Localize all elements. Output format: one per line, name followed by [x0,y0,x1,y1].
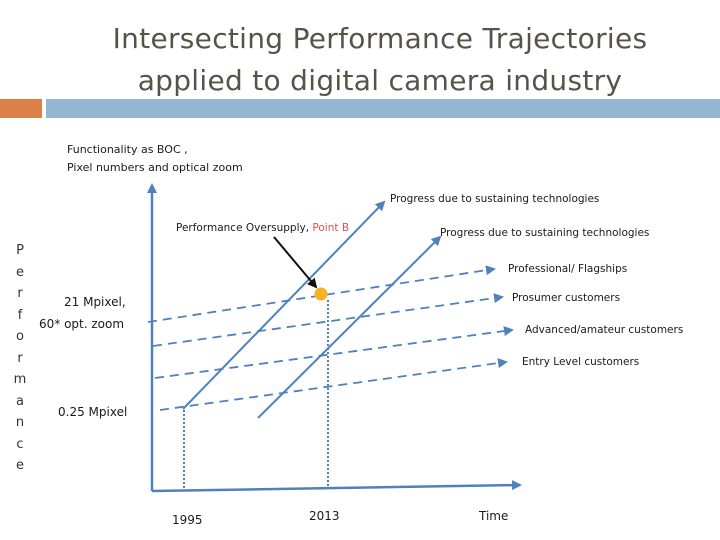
oversupply-pointer-arrow [273,236,318,289]
vertical-letter: o [16,329,24,344]
vertical-letter: a [16,393,24,409]
segment-label-prosumer: Prosumer customers [512,292,620,304]
sustaining-line-1 [182,200,386,410]
segment-label-entry: Entry Level customers [522,356,639,368]
oversupply-label: Performance Oversupply, Point B [176,222,349,234]
title-line-2: applied to digital camera industry [137,64,623,97]
oversupply-label-text: Performance Oversupply, [176,222,312,234]
vertical-letter: f [17,307,23,323]
segment-label-advanced: Advanced/amateur customers [525,324,683,336]
accent-bar-blue [46,99,720,118]
vertical-letter: r [17,286,23,301]
vertical-letter: e [16,458,24,473]
slide-title: Intersecting Performance Trajectories ap… [40,18,720,102]
vertical-letter: e [16,264,24,280]
vertical-letter: P [16,243,24,258]
segment-line-entry [159,358,508,411]
y-tick-low: 0.25 Mpixel [58,405,127,419]
x-axis-label: Time [478,509,508,523]
vertical-letter: n [15,415,25,430]
x-tick-1995: 1995 [172,513,203,527]
segment-line-prosumer [152,293,504,347]
segment-line-advanced [154,326,514,379]
y-tick-high-line-2: 60* opt. zoom [39,317,124,331]
vertical-letter: m [13,372,27,387]
x-tick-2013: 2013 [309,509,340,523]
sustaining-label-1: Progress due to sustaining technologies [390,193,599,205]
sustaining-label-2: Progress due to sustaining technologies [440,227,649,239]
segment-label-professional: Professional/ Flagships [508,263,627,275]
y-tick-high-line-1: 21 Mpixel, [64,295,126,309]
title-line-1: Intersecting Performance Trajectories [112,22,648,55]
performance-vertical-label: P e r f o r m a n c e [13,240,27,477]
x-axis [151,480,522,493]
y-axis-label-line-2: Pixel numbers and optical zoom [67,161,243,174]
segment-line-professional [147,265,496,323]
point-b-label: Point B [312,222,349,234]
point-b-marker [314,287,328,301]
vertical-letter: c [16,436,24,452]
y-axis-label-line-1: Functionality as BOC , [67,143,188,156]
sustaining-line-2 [257,235,442,419]
vertical-letter: r [17,350,23,366]
accent-bar-orange [0,99,42,118]
